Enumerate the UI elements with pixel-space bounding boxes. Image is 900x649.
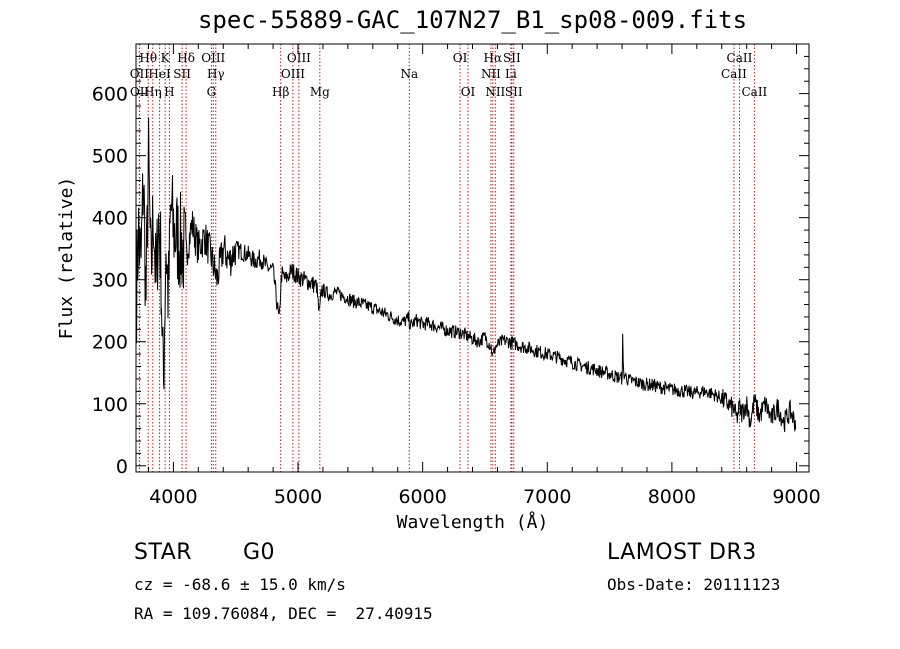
survey-name: LAMOST DR3: [607, 540, 757, 565]
x-tick-label: 4000: [149, 486, 197, 508]
x-tick-label: 8000: [648, 486, 696, 508]
axes-layer: 4000 5000 6000 7000 8000 9000 0 100 200 300 400 500…: [56, 43, 821, 533]
spectral-line-label: Hθ: [139, 51, 157, 65]
spectral-line-label: OII: [130, 85, 150, 99]
y-tick-label: 0: [116, 456, 128, 478]
x-tick-label: 5000: [274, 486, 322, 508]
spectral-line-label: OIII: [201, 51, 225, 65]
redshift-cz: cz = -68.6 ± 15.0 km/s: [134, 575, 346, 594]
spectral-line-label: NII: [485, 85, 505, 99]
x-tick-label: 7000: [523, 486, 571, 508]
y-tick-label: 400: [92, 208, 128, 230]
spectral-line-label: OI: [461, 85, 476, 99]
spectral-line-label: OIII: [287, 51, 311, 65]
spectral-line-label: Hγ: [207, 67, 225, 81]
spectral-line-label: Hβ: [272, 85, 289, 99]
y-tick-label: 600: [92, 84, 128, 106]
spectral-line-label: Hα: [484, 51, 503, 65]
spectral-line-label: SII: [503, 51, 521, 65]
spectral-lines-layer: [138, 44, 755, 472]
line-labels-layer: OII OII Hθ Hη HeI K H SII Hδ OIII Hγ G Hβ OIII OIII Mg N…: [130, 51, 768, 99]
spectral-line-label: OII: [130, 67, 150, 81]
x-tick-label: 9000: [772, 486, 820, 508]
spectral-line-label: K: [161, 51, 171, 65]
spectral-line-label: NII: [481, 67, 501, 81]
spectral-line-label: SII: [173, 67, 191, 81]
object-class: STAR: [134, 540, 193, 565]
y-tick-label: 100: [92, 394, 128, 416]
object-subclass: G0: [243, 540, 276, 565]
spectral-line-label: Hη: [144, 85, 162, 99]
x-tick-label: 6000: [398, 486, 446, 508]
spectral-line-label: CaII: [721, 67, 747, 81]
spectral-line-label: G: [207, 85, 217, 99]
spectral-line-label: SII: [505, 85, 523, 99]
spectrum-layer: [136, 117, 797, 433]
spectral-line-label: Hδ: [177, 51, 195, 65]
y-tick-label: 300: [92, 270, 128, 292]
spectrum-line: [136, 117, 797, 433]
spectral-line-label: HeI: [148, 67, 171, 81]
y-tick-label: 500: [92, 146, 128, 168]
spectral-line-label: H: [164, 85, 174, 99]
spectral-line-label: CaII: [741, 85, 767, 99]
spectral-line-label: CaII: [727, 51, 753, 65]
spectral-line-label: Mg: [310, 85, 330, 99]
spectral-line-label: OIII: [281, 67, 305, 81]
y-axis-label: Flux (relative): [56, 177, 77, 340]
y-tick-label: 200: [92, 332, 128, 354]
chart-title: spec-55889-GAC_107N27_B1_sp08-009.fits: [197, 6, 748, 34]
spectral-line-label: OI: [453, 51, 468, 65]
x-axis-label: Wavelength (Å): [397, 511, 549, 533]
obs-date: Obs-Date: 20111123: [607, 575, 781, 594]
coordinates: RA = 109.76084, DEC = 27.40915: [134, 604, 433, 623]
spectral-line-label: Li: [505, 67, 517, 81]
plot-frame: [135, 43, 810, 473]
spectral-line-label: Na: [400, 67, 418, 81]
